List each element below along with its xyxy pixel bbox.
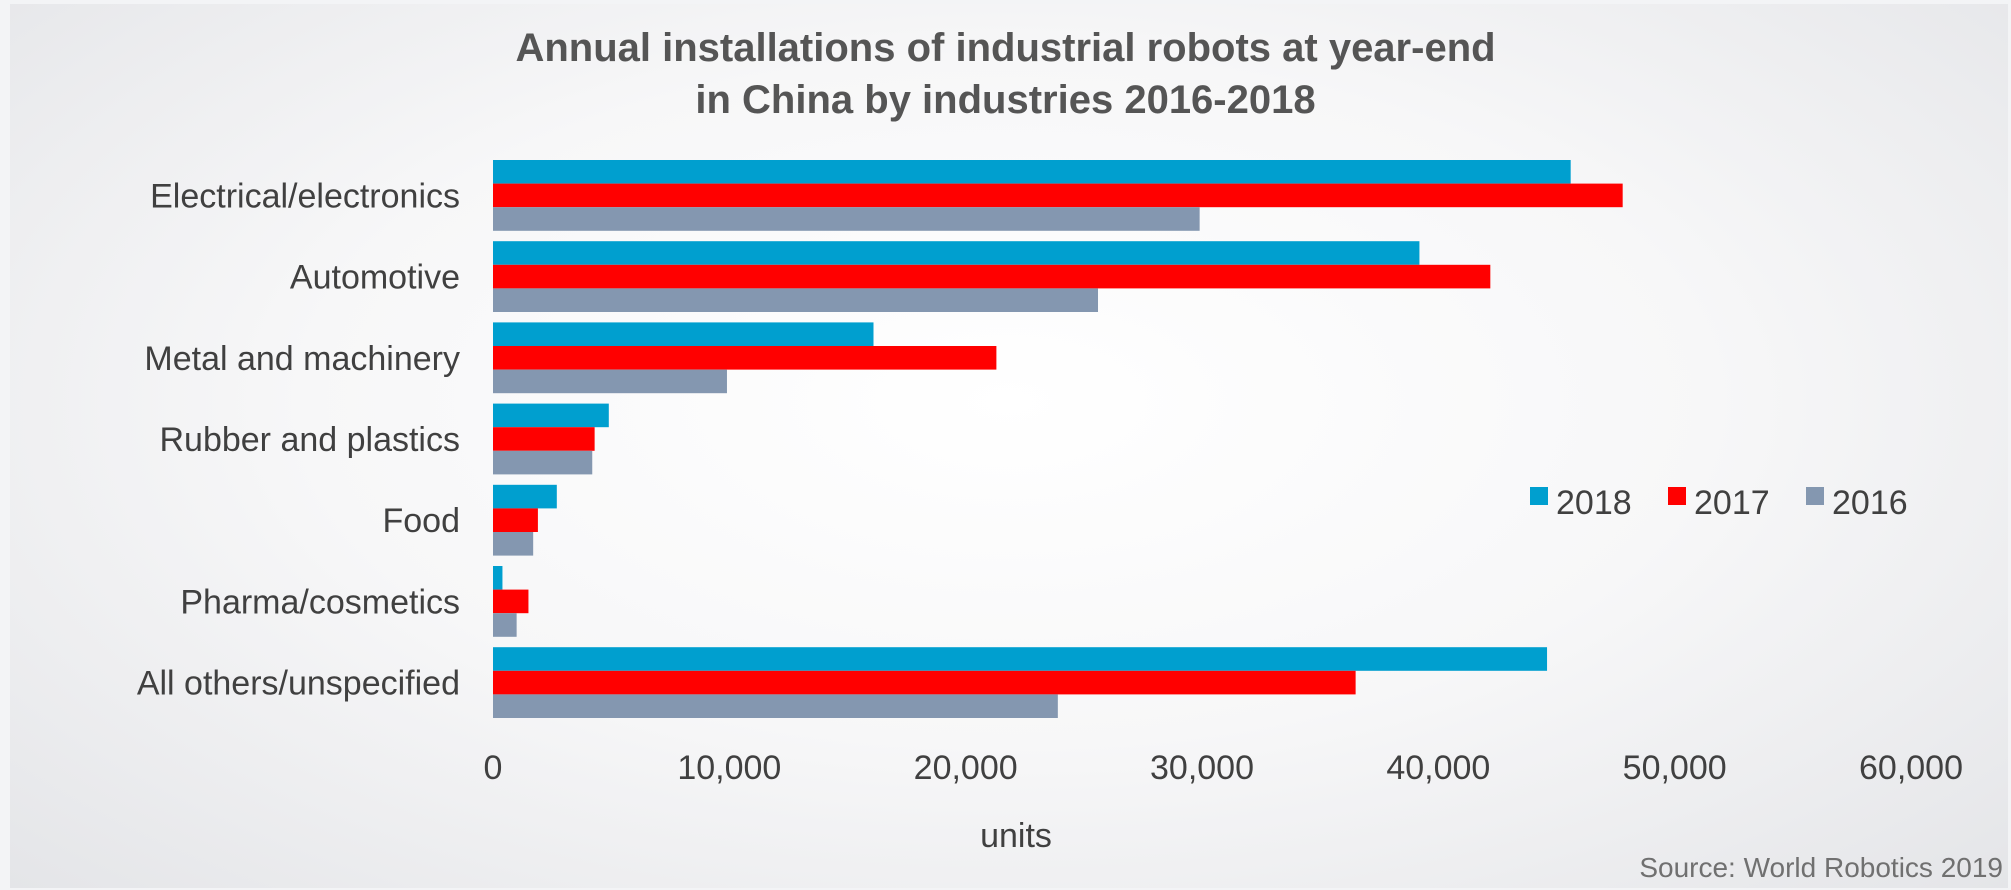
bar-2016-automotive bbox=[493, 288, 1099, 312]
bar-2017-food bbox=[493, 508, 538, 532]
bars-group bbox=[493, 160, 1623, 718]
bar-2017-electrical-electronics bbox=[493, 183, 1623, 208]
bar-2017-metal-and-machinery bbox=[493, 346, 997, 370]
legend-label-2017: 2017 bbox=[1694, 484, 1770, 522]
bar-2016-electrical-electronics bbox=[493, 207, 1200, 231]
bar-2018-all-others-unspecified bbox=[493, 647, 1548, 671]
chart-title: Annual installations of industrial robot… bbox=[0, 22, 2011, 126]
x-tick-label: 30,000 bbox=[1150, 749, 1254, 787]
category-label: Pharma/cosmetics bbox=[180, 583, 460, 621]
legend-label-2018: 2018 bbox=[1556, 484, 1632, 522]
bar-2016-food bbox=[493, 532, 534, 556]
category-label: Metal and machinery bbox=[144, 340, 460, 378]
chart-title-line-2: in China by industries 2016-2018 bbox=[695, 78, 1316, 122]
legend-swatch-2018 bbox=[1530, 487, 1548, 505]
category-label: Automotive bbox=[290, 259, 460, 297]
bar-2017-all-others-unspecified bbox=[493, 670, 1356, 695]
bar-2018-rubber-and-plastics bbox=[493, 403, 609, 428]
bar-2016-all-others-unspecified bbox=[493, 694, 1058, 718]
legend-swatch-2016 bbox=[1806, 487, 1824, 505]
x-tick-label: 60,000 bbox=[1859, 749, 1963, 787]
bar-2016-rubber-and-plastics bbox=[493, 450, 593, 475]
bar-2016-pharma-cosmetics bbox=[493, 613, 517, 637]
bar-2017-rubber-and-plastics bbox=[493, 427, 595, 451]
category-label: Rubber and plastics bbox=[159, 421, 460, 459]
bar-2016-metal-and-machinery bbox=[493, 369, 727, 394]
category-label: All others/unspecified bbox=[137, 665, 460, 703]
bar-2018-electrical-electronics bbox=[493, 160, 1571, 184]
bar-2018-food bbox=[493, 484, 557, 509]
x-tick-label: 40,000 bbox=[1386, 749, 1490, 787]
x-axis-tick-labels: 0 10,000 20,000 30,000 40,000 50,000 60,000 bbox=[484, 749, 1963, 787]
x-tick-label: 10,000 bbox=[677, 749, 781, 787]
category-label: Food bbox=[383, 502, 461, 540]
bar-2018-pharma-cosmetics bbox=[493, 566, 503, 590]
x-tick-label: 0 bbox=[484, 749, 503, 787]
x-tick-label: 20,000 bbox=[914, 749, 1018, 787]
bar-2017-pharma-cosmetics bbox=[493, 589, 529, 614]
category-labels: Electrical/electronics Automotive Metal an… bbox=[137, 177, 460, 702]
category-label: Electrical/electronics bbox=[150, 177, 460, 215]
legend: 2018 2017 2016 bbox=[1530, 484, 1908, 522]
chart-title-line-1: Annual installations of industrial robot… bbox=[515, 26, 1496, 70]
source-note: Source: World Robotics 2019 bbox=[1639, 852, 2003, 883]
bar-2018-automotive bbox=[493, 241, 1420, 265]
bar-2017-automotive bbox=[493, 264, 1491, 289]
legend-swatch-2017 bbox=[1668, 487, 1686, 505]
legend-label-2016: 2016 bbox=[1832, 484, 1908, 522]
bar-2018-metal-and-machinery bbox=[493, 322, 874, 346]
x-tick-label: 50,000 bbox=[1623, 749, 1727, 787]
chart-background bbox=[10, 4, 2008, 888]
x-axis-title: units bbox=[980, 817, 1052, 855]
